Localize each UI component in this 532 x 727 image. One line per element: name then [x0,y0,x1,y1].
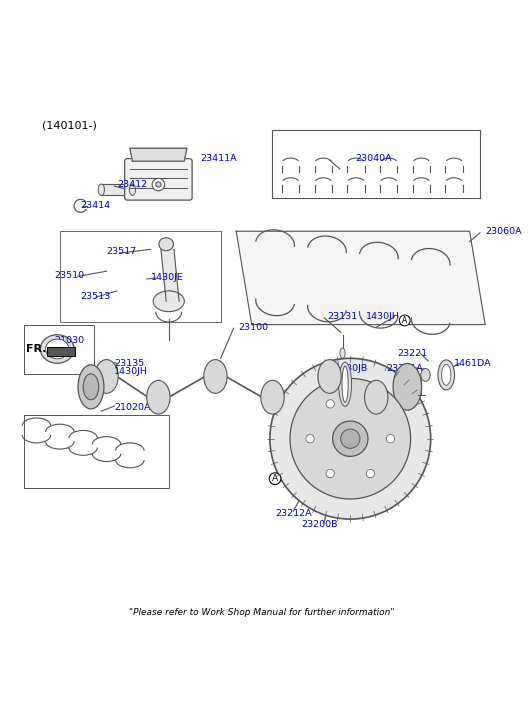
Ellipse shape [129,184,136,196]
Circle shape [270,358,431,519]
Ellipse shape [318,360,341,393]
Ellipse shape [147,380,170,414]
Circle shape [326,400,334,408]
Ellipse shape [393,364,422,410]
Text: 23135: 23135 [114,359,145,368]
Text: 23412: 23412 [117,180,147,189]
Text: 1461DA: 1461DA [454,359,492,368]
Text: 1430JH: 1430JH [114,367,148,376]
Text: 21020A: 21020A [114,403,151,412]
Bar [23,415,169,488]
Ellipse shape [83,374,99,400]
Text: 23411A: 23411A [200,154,237,163]
Ellipse shape [261,380,284,414]
Ellipse shape [442,364,451,385]
Ellipse shape [342,366,348,403]
Circle shape [326,470,334,478]
Ellipse shape [438,360,454,390]
Text: 1430JB: 1430JB [335,364,368,373]
Circle shape [306,435,314,443]
Ellipse shape [78,365,104,409]
Ellipse shape [159,238,173,251]
Text: 23200B: 23200B [301,520,337,529]
Circle shape [332,421,368,457]
Text: A: A [272,474,278,483]
Polygon shape [236,231,485,324]
Circle shape [290,379,411,499]
Bar [272,130,480,198]
Ellipse shape [153,291,184,312]
Ellipse shape [340,348,345,358]
Text: "Please refer to Work Shop Manual for further information": "Please refer to Work Shop Manual for fu… [129,608,395,617]
Circle shape [156,182,161,187]
Text: 23510: 23510 [55,271,85,280]
Ellipse shape [204,360,227,393]
Polygon shape [130,148,187,161]
Text: 23212A: 23212A [275,510,312,518]
Text: 23513: 23513 [80,292,111,300]
Ellipse shape [364,380,388,414]
Text: A: A [402,316,408,325]
Text: 1430JH: 1430JH [366,313,400,321]
Text: 23060A: 23060A [485,227,522,236]
Ellipse shape [421,369,430,382]
Circle shape [366,400,375,408]
Ellipse shape [40,334,74,364]
Text: 1430JE: 1430JE [151,273,184,282]
Text: 23100: 23100 [239,323,269,332]
Circle shape [152,178,164,190]
Text: 23311A: 23311A [387,364,423,373]
Bar [47,348,76,356]
Circle shape [340,429,360,449]
FancyBboxPatch shape [124,158,192,200]
Polygon shape [101,184,132,196]
Ellipse shape [339,362,352,406]
Text: 21030: 21030 [55,336,85,345]
Ellipse shape [98,184,104,196]
Text: FR.: FR. [26,345,47,355]
Ellipse shape [95,360,118,393]
Text: 23040A: 23040A [355,154,392,163]
Circle shape [386,435,395,443]
Bar [23,324,94,374]
Text: 23131: 23131 [327,313,357,321]
Polygon shape [161,249,179,301]
Text: 23221: 23221 [397,349,427,358]
Text: 23517: 23517 [106,247,137,257]
Ellipse shape [46,339,69,359]
Text: 23414: 23414 [80,201,111,210]
Text: (140101-): (140101-) [41,121,96,131]
Circle shape [366,470,375,478]
